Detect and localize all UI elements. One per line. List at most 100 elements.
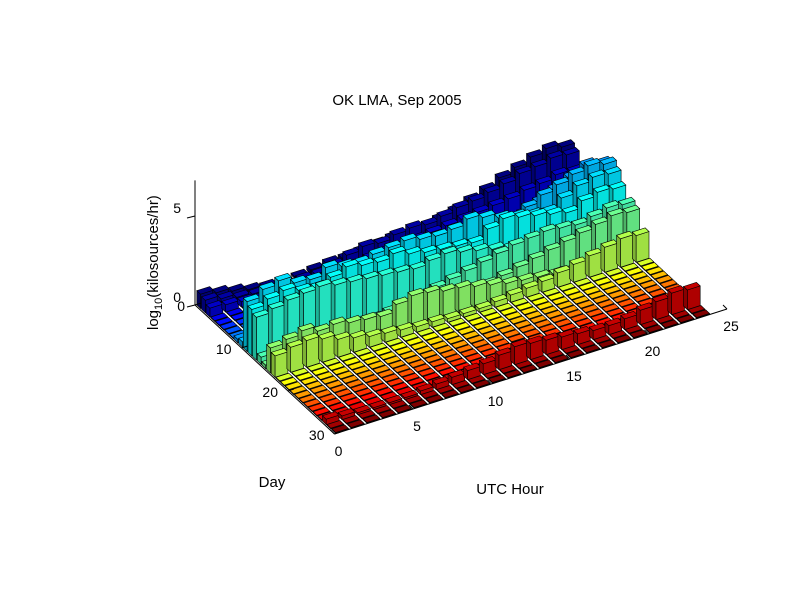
bar-top-face xyxy=(219,321,238,330)
bar-day-20-hour-23 xyxy=(645,266,664,276)
bar-top-face xyxy=(534,319,552,328)
bar-top-face xyxy=(323,397,342,407)
bar-day-22-hour-6 xyxy=(388,360,406,370)
bar-top-face xyxy=(618,280,637,290)
bar-day-29-hour-2 xyxy=(357,410,376,420)
bar-top-face xyxy=(634,275,653,285)
bar-top-face xyxy=(557,282,576,292)
bar-day-5-hour-0 xyxy=(214,316,233,327)
bar-top-face xyxy=(499,365,517,374)
bar-top-face xyxy=(628,289,647,298)
bar-top-face xyxy=(467,375,486,384)
bar-top-face xyxy=(498,325,516,334)
bar-top-face xyxy=(425,336,444,345)
bar-top-face xyxy=(289,385,308,395)
bar-top-face xyxy=(578,282,597,291)
bar-top-face xyxy=(457,326,476,335)
bar-top-face xyxy=(671,310,690,319)
bar-top-face xyxy=(303,398,322,408)
bar-top-face xyxy=(422,372,441,381)
bar-top-face xyxy=(414,345,433,355)
bar-day-22-hour-2 xyxy=(325,380,344,390)
bar-day-29-hour-6 xyxy=(420,390,439,400)
bar-top-face xyxy=(513,320,532,329)
bar-top-face xyxy=(530,355,549,364)
bar-day-18-hour-23 xyxy=(636,257,655,268)
bar-top-face xyxy=(503,369,522,378)
bar-day-25-hour-19 xyxy=(606,307,624,318)
hour-tick-mark xyxy=(644,329,649,335)
bar-top-face xyxy=(291,367,309,377)
bar-day-19-hour-13 xyxy=(484,312,502,322)
bar-top-face xyxy=(477,325,496,335)
bar-day-17-hour-8 xyxy=(396,322,415,338)
bar-day-23-hour-7 xyxy=(408,359,427,369)
bar-top-face xyxy=(384,394,403,404)
bar-side-face xyxy=(247,305,253,357)
bar-top-face xyxy=(309,385,328,394)
bar-top-face xyxy=(359,392,378,401)
bar-top-face xyxy=(622,204,641,214)
bar-top-face xyxy=(473,321,491,330)
bar-day-21-hour-19 xyxy=(587,290,606,301)
bar-day-28-hour-9 xyxy=(463,362,481,381)
bar-top-face xyxy=(381,373,400,383)
bar-day-23-hour-2 xyxy=(329,384,348,394)
hour-axis-line xyxy=(334,308,728,435)
bar-top-face xyxy=(656,315,674,324)
bar-top-face xyxy=(402,372,420,382)
bar-day-21-hour-12 xyxy=(477,325,496,336)
bar-top-face xyxy=(392,364,411,373)
bar-top-face xyxy=(491,338,510,348)
bar-day-20-hour-14 xyxy=(504,311,523,321)
bar-day-17-hour-22 xyxy=(616,230,634,268)
bar-day-17-hour-21 xyxy=(600,239,619,273)
bar-side-face xyxy=(667,289,672,316)
bar-top-face xyxy=(388,245,407,255)
bar-day-17-hour-2 xyxy=(302,332,320,368)
bar-day-19-hour-2 xyxy=(311,367,330,377)
bar-day-25-hour-11 xyxy=(480,347,499,358)
bar-day-29-hour-10 xyxy=(483,370,502,380)
bar-side-face xyxy=(631,231,637,263)
bar-day-28-hour-23 xyxy=(682,282,701,311)
bar-top-face xyxy=(582,286,601,295)
bar-top-face xyxy=(366,378,384,388)
hour-tick-label: 15 xyxy=(566,368,582,384)
bar-day-23-hour-22 xyxy=(643,284,662,294)
bar-top-face xyxy=(624,325,643,334)
bar-top-face xyxy=(606,307,624,317)
bar-day-17-hour-3 xyxy=(317,331,336,363)
bar-top-face xyxy=(609,272,628,281)
bar-top-face xyxy=(436,385,455,394)
bar-day-25-hour-8 xyxy=(433,362,452,373)
bar-side-face xyxy=(600,243,606,273)
bar-top-face xyxy=(623,285,642,294)
bar-day-28-hour-13 xyxy=(525,335,544,361)
bar-side-face xyxy=(266,343,271,374)
bar-day-21-hour-23 xyxy=(650,270,669,281)
bar-top-face xyxy=(603,166,622,175)
bar-day-20-hour-8 xyxy=(410,341,429,351)
bar-day-21-hour-20 xyxy=(603,285,622,296)
bar-day-20-hour-5 xyxy=(363,356,381,366)
bar-top-face xyxy=(350,383,369,393)
bar-day-29-hour-14 xyxy=(546,350,565,360)
bar-top-face xyxy=(430,340,449,350)
bar-top-face xyxy=(322,357,341,367)
bar-day-29-hour-16 xyxy=(577,340,596,350)
bar-day-29-hour-17 xyxy=(593,335,612,345)
bar-top-face xyxy=(421,332,440,341)
bar-top-face xyxy=(325,380,344,389)
bar-top-face xyxy=(560,305,579,314)
bar-day-25-hour-2 xyxy=(339,392,358,403)
bar-top-face xyxy=(317,331,336,340)
bar-day-19-hour-10 xyxy=(436,327,455,337)
bar-top-face xyxy=(406,377,425,386)
bar-top-face xyxy=(455,344,474,353)
bar-top-face xyxy=(540,305,559,315)
bar-day-24-hour-21 xyxy=(632,293,651,304)
bar-top-face xyxy=(357,410,376,419)
bar-day-17-hour-20 xyxy=(584,247,603,278)
bar-day-22-hour-4 xyxy=(356,370,375,380)
